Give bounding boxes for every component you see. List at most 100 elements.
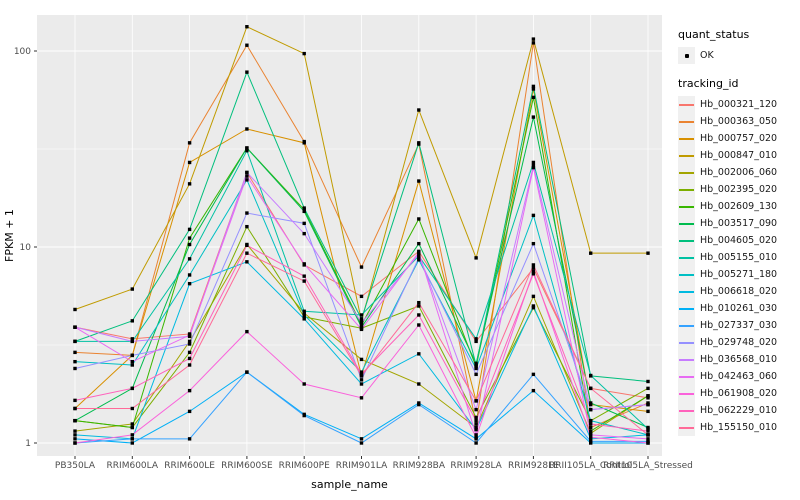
data-point <box>359 370 364 374</box>
data-point <box>245 224 249 229</box>
legend-key-line-icon <box>679 273 694 276</box>
data-point <box>130 433 134 437</box>
legend-entry-Hb_029748_020: Hb_029748_020 <box>678 334 799 351</box>
data-point <box>589 407 593 412</box>
legend-entry-label: Hb_000757_020 <box>700 133 778 144</box>
x-tick-label: RRII105LA_Control <box>549 461 632 471</box>
legend-entry-label: Hb_010261_030 <box>700 303 778 314</box>
data-point <box>417 300 421 305</box>
legend-block-tracking-id: tracking_id Hb_000321_120 Hb_000363_050 Hb… <box>678 77 799 436</box>
legend-entry-Hb_155150_010: Hb_155150_010 <box>678 419 799 436</box>
data-point <box>474 427 478 432</box>
x-tick-label: RRIM600LE <box>164 461 215 471</box>
data-point <box>359 382 364 386</box>
legend-entry-label: Hb_155150_010 <box>700 422 778 433</box>
data-point <box>245 148 249 153</box>
data-point <box>245 127 249 131</box>
data-point <box>245 170 249 175</box>
legend-key-line-icon <box>679 341 694 344</box>
data-point <box>245 174 249 178</box>
data-point <box>589 429 593 433</box>
data-point <box>73 441 77 445</box>
legend-key-line-icon <box>679 358 694 361</box>
data-point <box>245 260 249 264</box>
data-point <box>187 160 192 165</box>
data-point <box>474 425 478 430</box>
x-tick-label: RRII105LA_Stressed <box>603 461 693 471</box>
data-point <box>187 350 192 355</box>
legend-entry-label: Hb_062229_010 <box>700 405 778 416</box>
legend-key-line-icon <box>679 409 694 412</box>
data-point <box>646 429 650 433</box>
data-point <box>531 241 536 246</box>
legend-entry-label: Hb_005271_180 <box>700 269 778 280</box>
data-point <box>359 321 364 325</box>
data-point <box>359 319 364 323</box>
data-point <box>302 413 306 418</box>
data-point <box>245 146 249 150</box>
data-point <box>302 221 306 226</box>
legend-key-line-icon <box>679 290 694 293</box>
legend-key-line-icon <box>679 137 694 140</box>
x-tick-label: RRIM600PE <box>279 461 331 471</box>
data-point <box>130 287 134 291</box>
data-point <box>73 325 77 329</box>
legend-key <box>678 113 695 130</box>
data-point <box>531 269 536 274</box>
data-point <box>245 43 249 47</box>
legend-entry-label: OK <box>700 50 714 61</box>
data-point <box>187 388 192 393</box>
legend-key <box>678 198 695 215</box>
legend-key-line-icon <box>679 120 694 123</box>
data-point <box>359 396 364 400</box>
data-point <box>531 304 536 308</box>
x-tick-label: RRIM600SE <box>221 461 273 471</box>
data-point <box>130 406 134 411</box>
data-point <box>531 87 536 91</box>
data-point <box>187 363 192 367</box>
data-point <box>130 319 134 323</box>
data-point <box>359 313 364 317</box>
data-point <box>187 339 192 344</box>
legend-entry-Hb_003517_090: Hb_003517_090 <box>678 215 799 232</box>
legend-key <box>678 334 695 351</box>
data-point <box>130 363 134 367</box>
data-point <box>73 398 77 403</box>
data-point <box>417 241 421 246</box>
data-point <box>130 359 134 364</box>
data-point <box>302 262 306 266</box>
data-point <box>589 373 593 378</box>
data-point <box>302 209 306 214</box>
data-point <box>589 433 593 437</box>
data-point <box>73 433 77 437</box>
data-point <box>245 251 249 255</box>
data-point <box>531 115 536 119</box>
data-point <box>531 263 536 267</box>
data-point <box>474 435 478 439</box>
data-point <box>646 396 650 400</box>
data-point <box>359 317 364 321</box>
legend-key-line-icon <box>679 392 694 395</box>
legend-key-line-icon <box>679 375 694 378</box>
data-point <box>359 327 364 332</box>
legend-entry-Hb_010261_030: Hb_010261_030 <box>678 300 799 317</box>
data-point <box>589 418 593 423</box>
data-point <box>245 70 249 74</box>
data-point <box>589 422 593 426</box>
legend-entry-Hb_000321_120: Hb_000321_120 <box>678 96 799 113</box>
legend-entry-label: Hb_027337_030 <box>700 320 778 331</box>
legend-key <box>678 249 695 266</box>
legend-key <box>678 164 695 181</box>
legend-entry-Hb_042463_060: Hb_042463_060 <box>678 368 799 385</box>
legend-entry-Hb_002006_060: Hb_002006_060 <box>678 164 799 181</box>
legend-entry-label: Hb_006618_020 <box>700 286 778 297</box>
plot-panel <box>37 15 662 456</box>
data-point <box>531 84 536 89</box>
data-point <box>531 41 536 45</box>
data-point <box>646 409 650 414</box>
x-tick-label: RRIM928LA <box>450 461 502 471</box>
data-point <box>474 418 478 423</box>
data-point <box>417 304 421 308</box>
data-point <box>474 399 478 403</box>
data-point <box>359 437 364 441</box>
